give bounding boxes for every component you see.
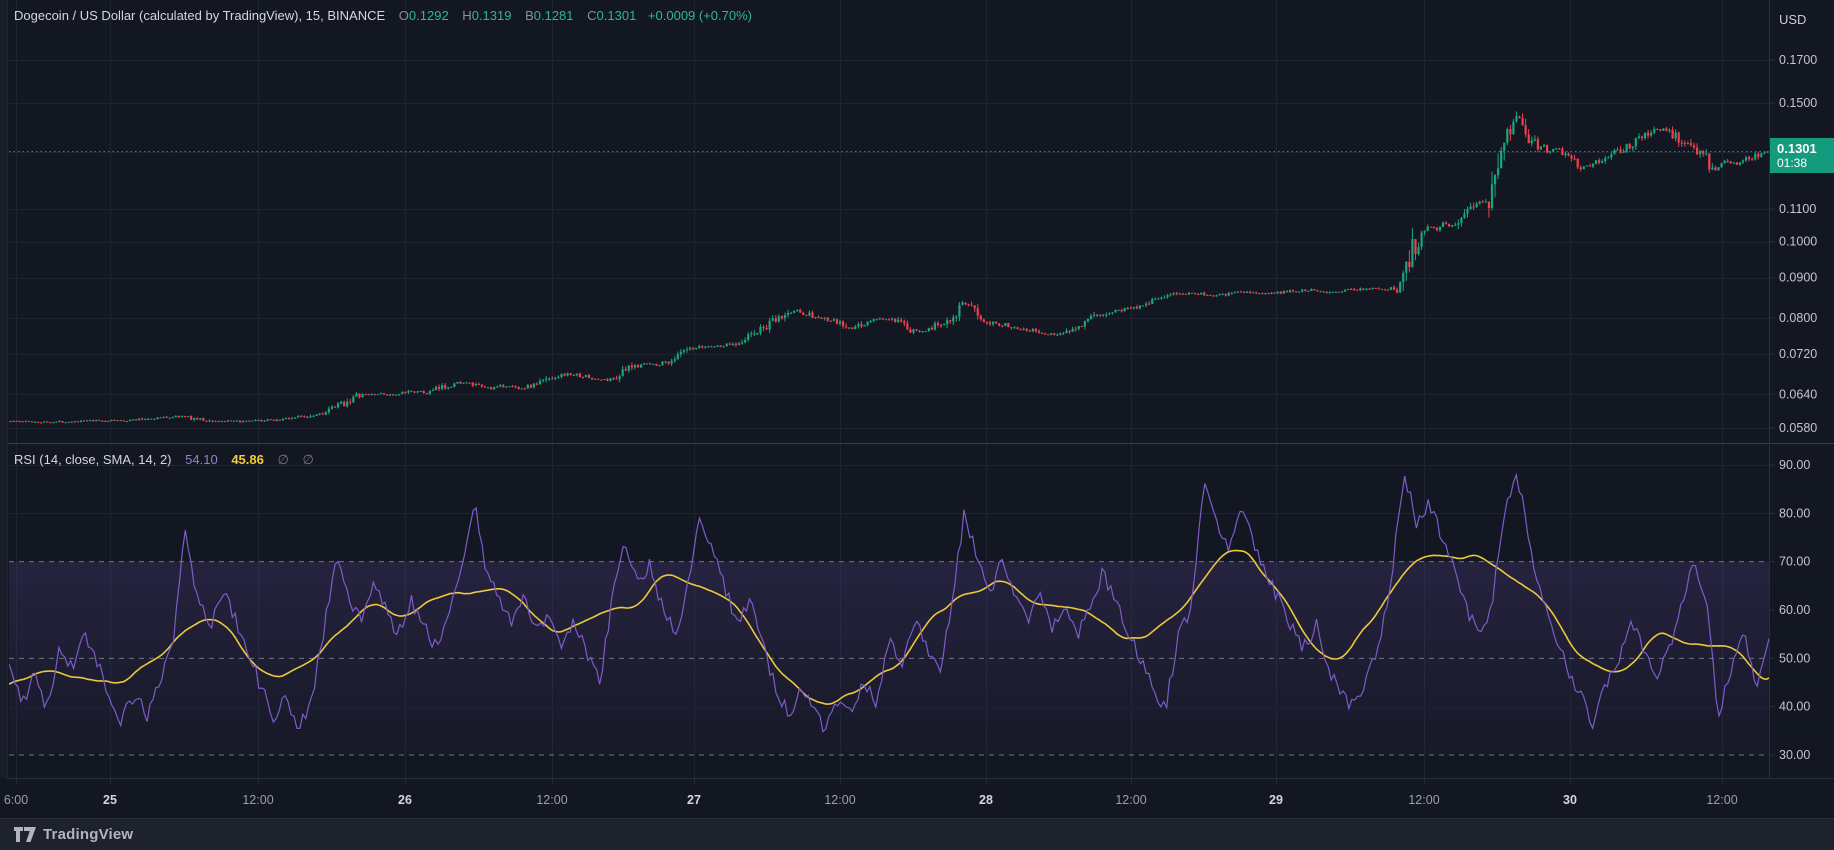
price-axis-label: 0.1500 bbox=[1779, 96, 1817, 110]
open-label: O bbox=[398, 8, 409, 23]
price-axis-label: 0.0720 bbox=[1779, 347, 1817, 361]
rsi-sma-line bbox=[9, 549, 1769, 705]
rsi-axis-label: 60.00 bbox=[1779, 603, 1810, 617]
candle-countdown: 01:38 bbox=[1777, 156, 1808, 170]
time-axis-label: 27 bbox=[687, 793, 701, 807]
rsi-legend[interactable]: RSI (14, close, SMA, 14, 2) 54.10 45.86 … bbox=[14, 452, 314, 468]
price-axis-label: 0.1700 bbox=[1779, 53, 1817, 67]
time-axis-label: 12:00 bbox=[242, 793, 273, 807]
symbol-title: Dogecoin / US Dollar (calculated by Trad… bbox=[14, 8, 386, 23]
rsi-sma-value: 45.86 bbox=[231, 452, 264, 467]
low-value: 0.1281 bbox=[533, 8, 574, 23]
rsi-axis-label: 50.00 bbox=[1779, 651, 1810, 665]
time-axis-label: 12:00 bbox=[824, 793, 855, 807]
price-axis[interactable]: 0.1700 0.1500 0.1100 0.1000 0.0900 0.0800 0.07… bbox=[1770, 53, 1817, 762]
time-axis-label: 28 bbox=[979, 793, 993, 807]
rsi-empty-value-2: ∅ bbox=[302, 452, 314, 467]
close-label: C bbox=[587, 8, 597, 23]
rsi-gridlines bbox=[9, 465, 1769, 708]
rsi-empty-value-1: ∅ bbox=[277, 452, 289, 467]
time-axis-label: 12:00 bbox=[1115, 793, 1146, 807]
rsi-title: RSI (14, close, SMA, 14, 2) bbox=[14, 452, 172, 467]
rsi-value: 54.10 bbox=[185, 452, 218, 467]
price-axis-label: 0.0640 bbox=[1779, 387, 1817, 401]
price-axis-label: 0.0900 bbox=[1779, 271, 1817, 285]
symbol-legend[interactable]: Dogecoin / US Dollar (calculated by Trad… bbox=[14, 8, 752, 23]
time-axis-label: 29 bbox=[1269, 793, 1283, 807]
time-axis-label: 12:00 bbox=[536, 793, 567, 807]
tradingview-link[interactable]: TradingView bbox=[14, 826, 133, 843]
price-axis-label: 0.1100 bbox=[1779, 202, 1816, 216]
high-value: 0.1319 bbox=[471, 8, 512, 23]
change-value: +0.0009 (+0.70%) bbox=[647, 8, 752, 23]
time-axis[interactable]: 6:00 25 12:00 26 12:00 27 12:00 28 12:00 29 12:00 3… bbox=[4, 778, 1738, 808]
time-axis-label: 12:00 bbox=[1408, 793, 1439, 807]
tradingview-brand-text: TradingView bbox=[43, 826, 134, 843]
time-axis-label: 26 bbox=[398, 793, 412, 807]
rsi-line bbox=[9, 472, 1769, 733]
open-value: 0.1292 bbox=[408, 8, 449, 23]
time-axis-label: 25 bbox=[103, 793, 117, 807]
left-edge-strip bbox=[0, 0, 8, 779]
time-axis-label: 30 bbox=[1563, 793, 1577, 807]
last-price-badge[interactable]: 0.1301 01:38 bbox=[1770, 138, 1834, 173]
close-value: 0.1301 bbox=[596, 8, 637, 23]
bottom-toolbar: TradingView bbox=[0, 818, 1834, 850]
last-price-value: 0.1301 bbox=[1777, 141, 1817, 156]
rsi-axis-label: 30.00 bbox=[1779, 748, 1810, 762]
price-axis-label: 0.0580 bbox=[1779, 421, 1817, 435]
currency-label: USD bbox=[1779, 12, 1807, 27]
rsi-axis-label: 90.00 bbox=[1779, 458, 1810, 472]
rsi-level-lines bbox=[9, 561, 1769, 756]
rsi-axis-label: 70.00 bbox=[1779, 555, 1810, 569]
low-label: B bbox=[525, 8, 534, 23]
tradingview-logo-icon bbox=[14, 827, 36, 842]
rsi-axis-label: 40.00 bbox=[1779, 700, 1810, 714]
chart-canvas[interactable]: 0.1700 0.1500 0.1100 0.1000 0.0900 0.0800 0.07… bbox=[0, 0, 1834, 818]
time-axis-label: 6:00 bbox=[4, 793, 28, 807]
chart-area[interactable]: 0.1700 0.1500 0.1100 0.1000 0.0900 0.0800 0.07… bbox=[0, 0, 1834, 818]
rsi-axis-label: 80.00 bbox=[1779, 506, 1810, 520]
price-axis-label: 0.1000 bbox=[1779, 235, 1817, 249]
time-axis-label: 12:00 bbox=[1706, 793, 1737, 807]
price-axis-label: 0.0800 bbox=[1779, 311, 1817, 325]
high-label: H bbox=[462, 8, 472, 23]
